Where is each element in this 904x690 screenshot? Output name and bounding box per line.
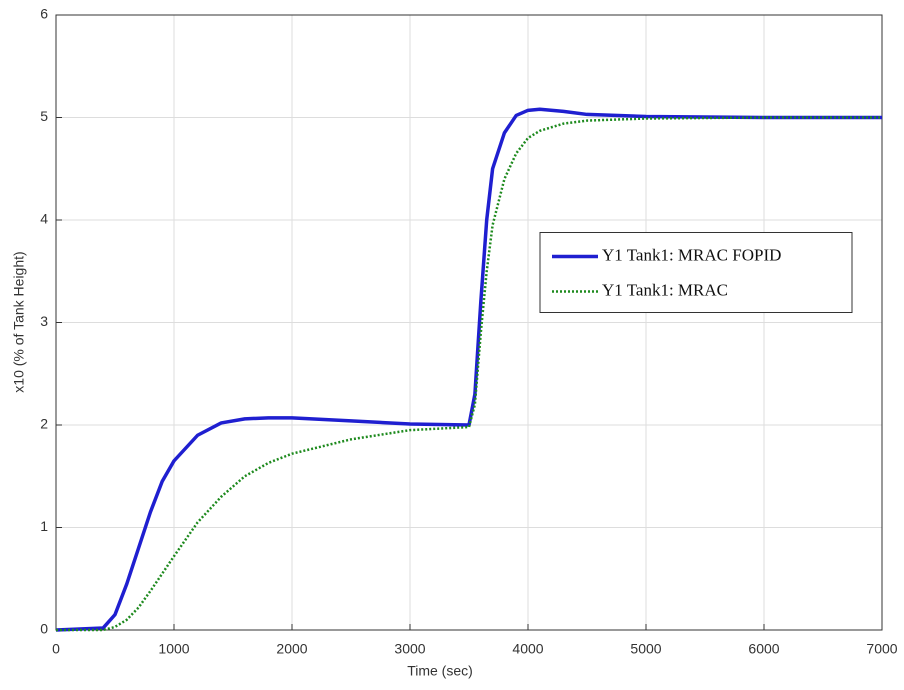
- y-tick-label: 2: [40, 416, 48, 432]
- data-line: [55, 107, 882, 632]
- x-tick-label: 5000: [630, 641, 661, 657]
- y-tick-label: 4: [40, 211, 48, 227]
- plot-frame: [55, 14, 883, 631]
- y-tick-label: 1: [40, 518, 48, 534]
- x-tick-label: 0: [52, 641, 60, 657]
- y-tick-label: 5: [40, 108, 48, 124]
- x-tick-label: 1000: [158, 641, 189, 657]
- x-tick-label: 4000: [512, 641, 543, 657]
- x-axis-label: Time (sec): [407, 663, 473, 679]
- legend-label: Y1 Tank1: MRAC FOPID: [602, 245, 781, 264]
- legend-box: [539, 232, 853, 313]
- x-tick-label: 6000: [748, 641, 779, 657]
- data-line: [56, 116, 882, 632]
- y-tick-label: 0: [40, 621, 48, 637]
- y-tick-label: 3: [40, 313, 48, 329]
- x-tick-label: 2000: [276, 641, 307, 657]
- x-tick-label: 3000: [394, 641, 425, 657]
- legend-label: Y1 Tank1: MRAC: [602, 280, 728, 299]
- y-axis-label: x10 (% of Tank Height): [11, 251, 27, 392]
- y-tick-label: 6: [40, 6, 48, 22]
- x-tick-label: 7000: [866, 641, 897, 657]
